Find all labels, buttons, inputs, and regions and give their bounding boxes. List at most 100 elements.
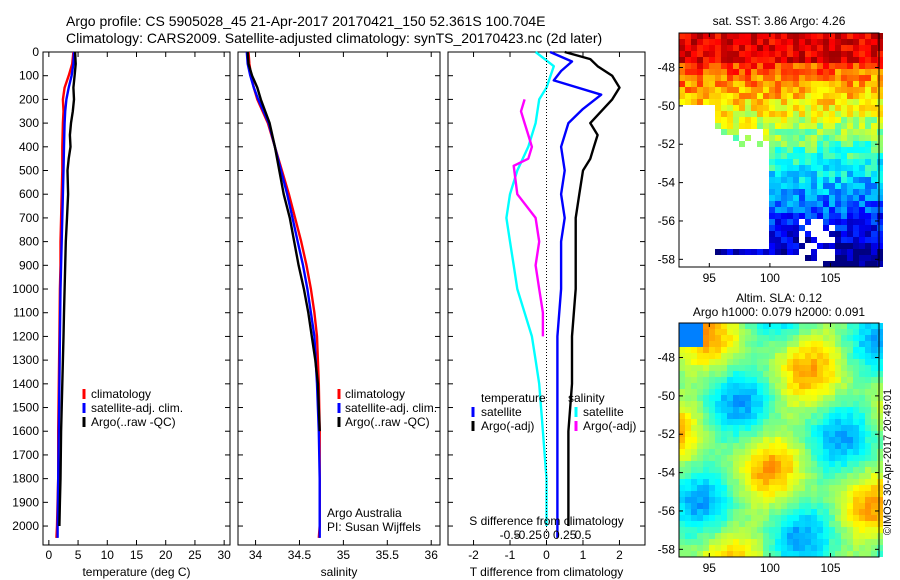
sla-map-cell (829, 413, 835, 419)
sst-map-cell (799, 93, 805, 99)
sla-map-cell (841, 533, 847, 539)
sst-map-cell (751, 57, 757, 63)
sla-map-cell (865, 401, 871, 407)
sla-map-cell (763, 497, 769, 503)
sla-map-cell (811, 545, 817, 551)
sst-map-cell (757, 33, 763, 39)
sla-map-cell (799, 347, 805, 353)
sla-map-cell (721, 335, 727, 341)
sst-map-cell (871, 243, 877, 249)
sla-map-cell (775, 413, 781, 419)
sst-map-cell (799, 243, 805, 249)
sst-map-cell (871, 135, 877, 141)
sst-map-cell (781, 219, 787, 225)
sst-map-cell (787, 99, 793, 105)
sla-map-cell (685, 413, 691, 419)
sst-map-cell (697, 57, 703, 63)
sla-map-cell (781, 455, 787, 461)
sla-map-cell (715, 353, 721, 359)
sla-map-cell (799, 353, 805, 359)
sla-map-cell (763, 335, 769, 341)
sla-map-cell (721, 467, 727, 473)
sla-map-cell (865, 431, 871, 437)
sst-map-cell (787, 123, 793, 129)
sst-map-cell (703, 81, 709, 87)
sst-map-cell (799, 207, 805, 213)
sst-map-cell (715, 87, 721, 93)
sla-map-cell (811, 497, 817, 503)
sla-map-cell (715, 329, 721, 335)
sla-map-cell (805, 461, 811, 467)
sla-map-cell (691, 359, 697, 365)
sst-map-cell (871, 213, 877, 219)
sst-map-cell (847, 237, 853, 243)
sst-map-cell (775, 225, 781, 231)
sst-map-cell (745, 39, 751, 45)
sla-map-cell (757, 431, 763, 437)
sla-map-cell (805, 341, 811, 347)
sla-map-cell (793, 479, 799, 485)
sst-map-cell (775, 165, 781, 171)
sst-map-frame (678, 32, 880, 268)
sla-map-cell (757, 371, 763, 377)
sst-map-cell (829, 219, 835, 225)
sla-map-cell (739, 497, 745, 503)
sla-map-cell (799, 341, 805, 347)
sla-map-cell (823, 437, 829, 443)
sla-map-cell (787, 365, 793, 371)
sst-map-cell (727, 87, 733, 93)
sla-map-cell (757, 413, 763, 419)
sla-map-cell (871, 389, 877, 395)
sst-map-cell (817, 189, 823, 195)
sla-map-cell (703, 461, 709, 467)
sst-map-cell (847, 249, 853, 255)
sla-map-cell (871, 323, 877, 329)
sla-map-cell (691, 377, 697, 383)
sst-map-cell (859, 189, 865, 195)
sst-map-cell (853, 207, 859, 213)
sla-map-cell (703, 497, 709, 503)
sla-map-cell (799, 419, 805, 425)
sla-map-cell (841, 419, 847, 425)
sst-map-cell (865, 171, 871, 177)
sst-map-cell (853, 33, 859, 39)
sla-map-cell (829, 545, 835, 551)
sst-map-cell (829, 45, 835, 51)
sst-map-cell (847, 213, 853, 219)
sla-map-cell (769, 443, 775, 449)
sla-map-cell (793, 365, 799, 371)
sla-map-cell (865, 515, 871, 521)
sla-map-cell (865, 443, 871, 449)
sst-map-cell (685, 99, 691, 105)
sla-map-cell (697, 371, 703, 377)
sla-map-cell (703, 545, 709, 551)
sla-map-cell (835, 359, 841, 365)
sla-map-cell (835, 533, 841, 539)
sst-map-cell (763, 129, 769, 135)
sla-map-cell (721, 413, 727, 419)
sst-map-cell (745, 69, 751, 75)
sla-map-cell (691, 341, 697, 347)
sla-map-cell (685, 443, 691, 449)
sla-map-cell (871, 539, 877, 545)
sst-map-cell (781, 93, 787, 99)
sla-map-cell (787, 443, 793, 449)
sst-map-cell (877, 261, 883, 267)
sst-map-cell (709, 69, 715, 75)
sst-map-cell (859, 177, 865, 183)
sla-map-cell (841, 443, 847, 449)
sst-map-cell (817, 117, 823, 123)
sla-map-cell (799, 335, 805, 341)
sst-map-cell (775, 153, 781, 159)
sst-map-cell (697, 99, 703, 105)
sla-map-cell (793, 329, 799, 335)
sst-map-cell (763, 87, 769, 93)
sst-map-cell (799, 123, 805, 129)
sla-map-cell (679, 425, 685, 431)
sla-map-cell (865, 389, 871, 395)
sla-map-cell (805, 497, 811, 503)
sst-map-cell (715, 33, 721, 39)
sst-map-cell (781, 171, 787, 177)
sla-map-cell (763, 455, 769, 461)
sst-map-cell (877, 45, 883, 51)
